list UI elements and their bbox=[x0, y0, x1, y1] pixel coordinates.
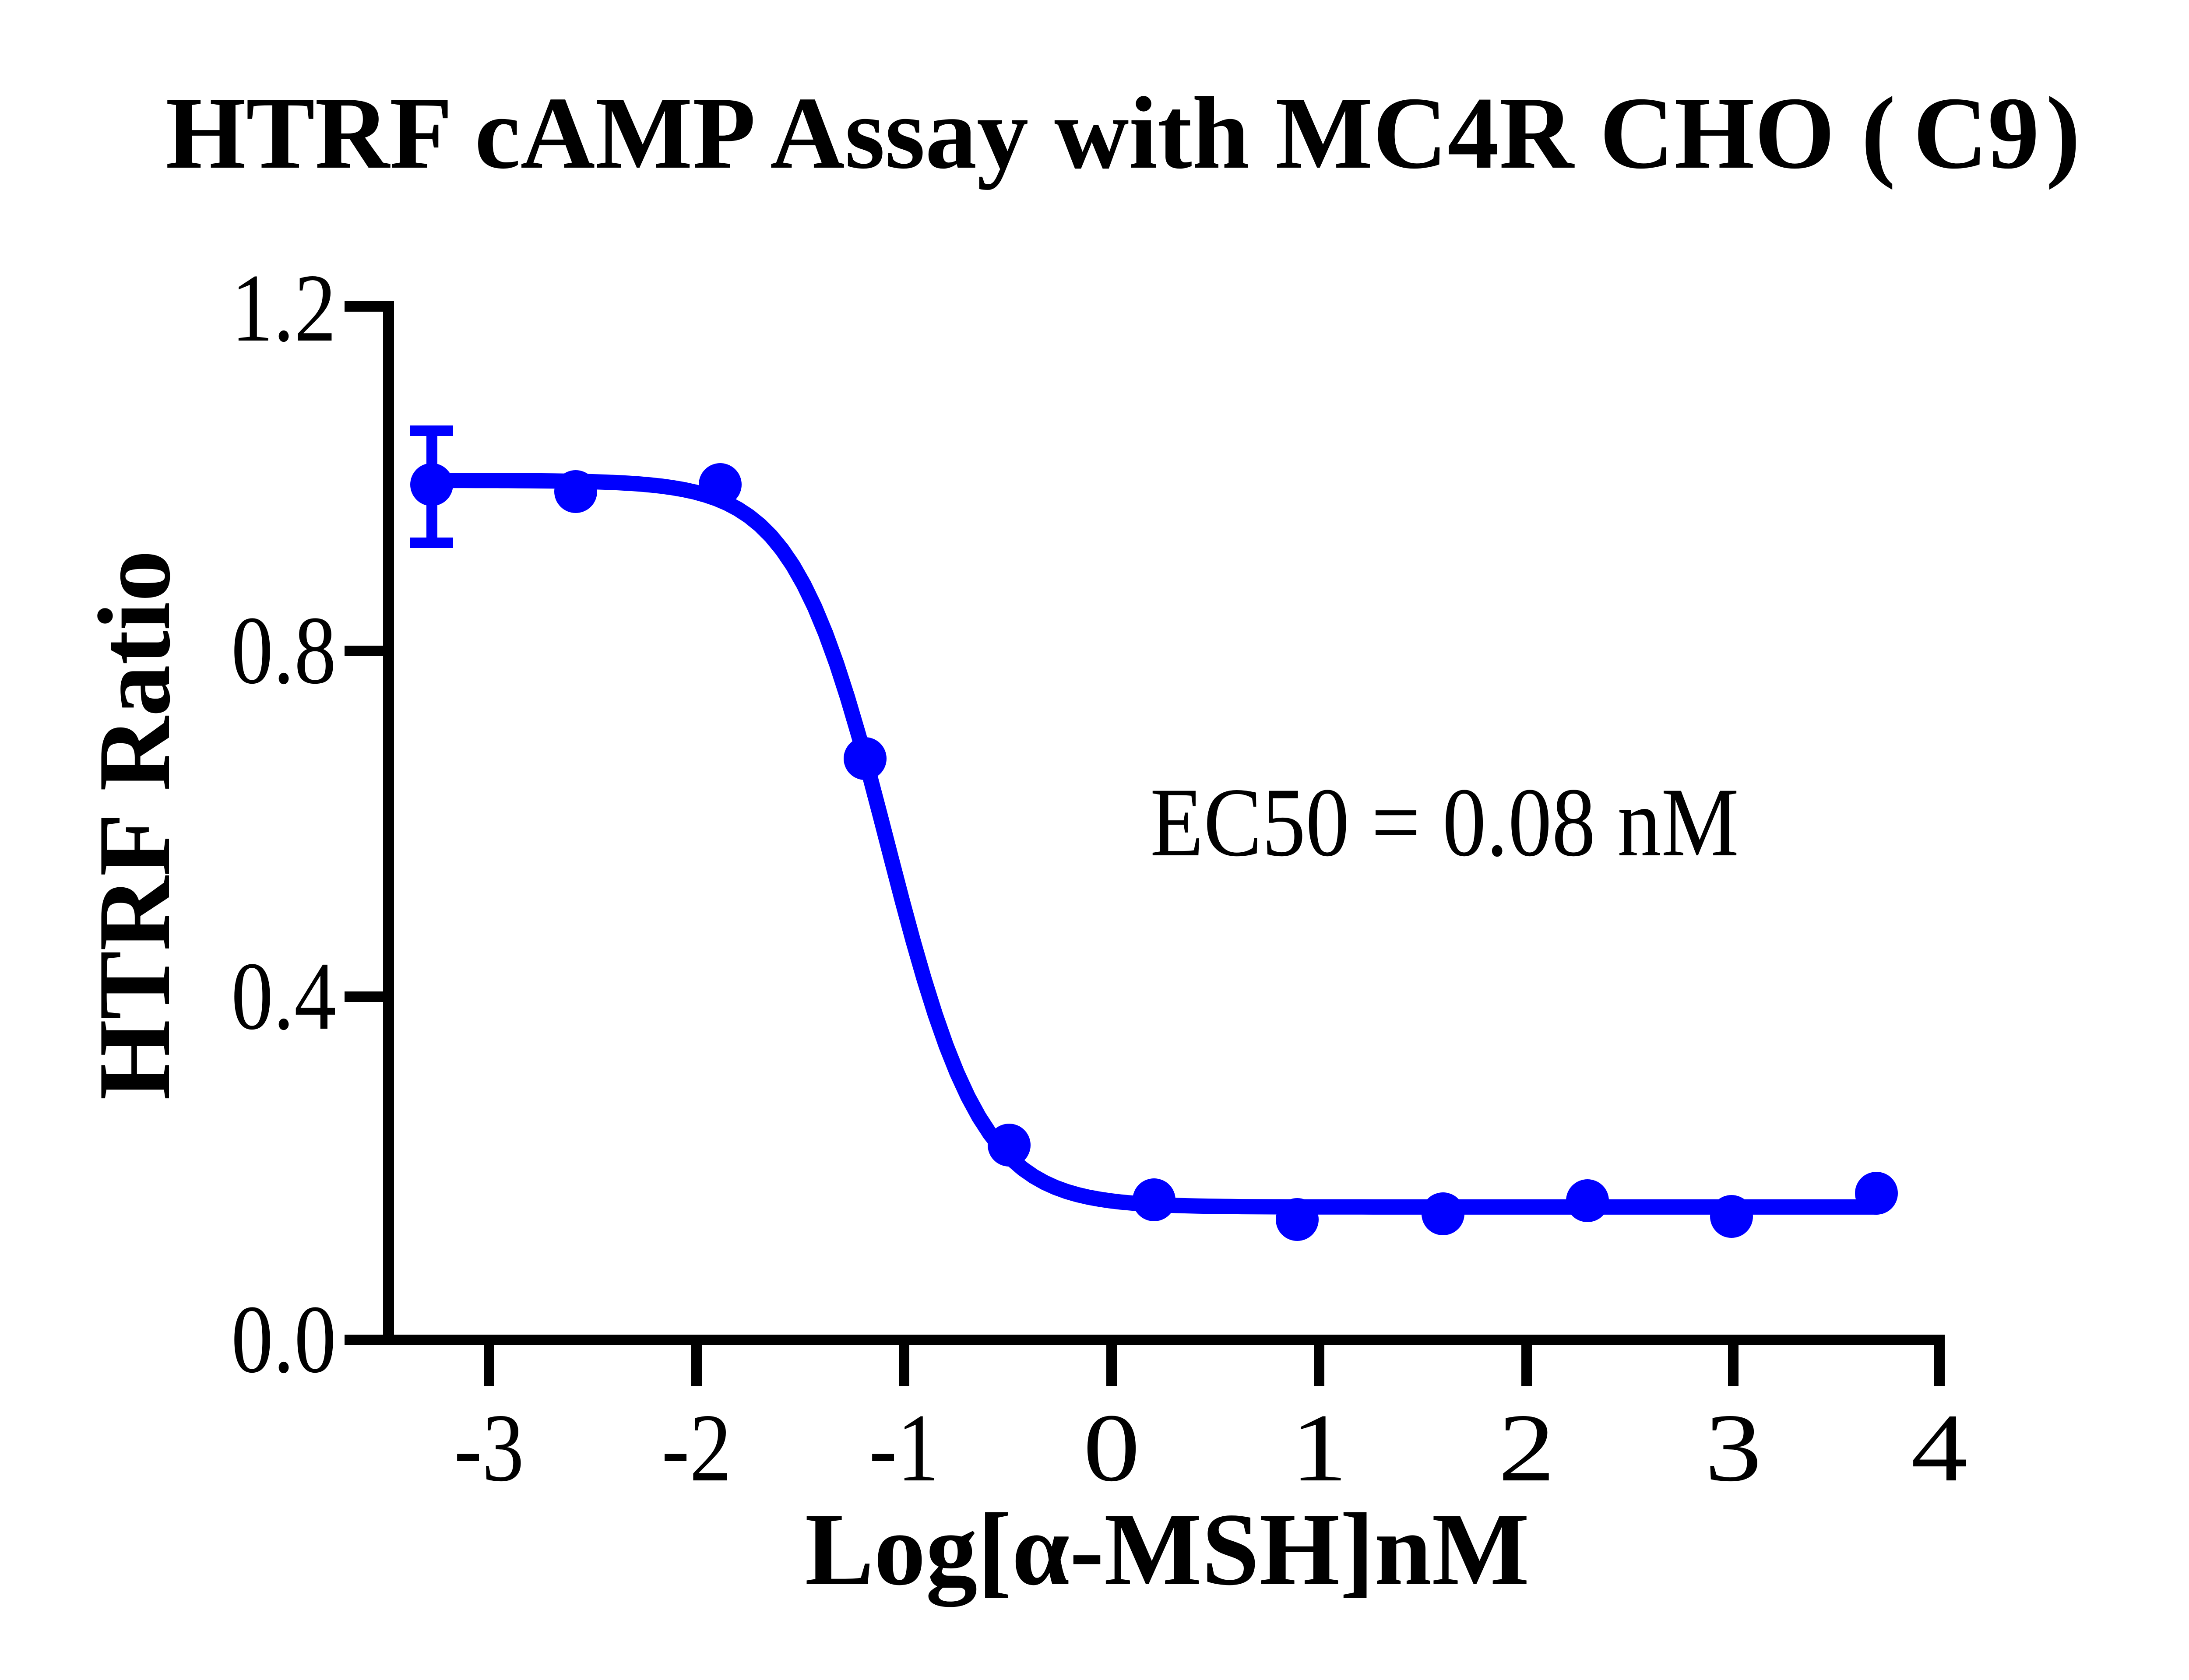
svg-text:Log[α-MSH]nM: Log[α-MSH]nM bbox=[805, 1492, 1530, 1607]
svg-text:HTRF cAMP Assay with MC4R CHO(: HTRF cAMP Assay with MC4R CHO(C9) bbox=[165, 76, 2080, 190]
svg-text:-1: -1 bbox=[869, 1394, 939, 1502]
svg-text:-2: -2 bbox=[662, 1394, 732, 1502]
svg-text:4: 4 bbox=[1911, 1394, 1968, 1502]
svg-text:0.8: 0.8 bbox=[231, 597, 336, 704]
svg-text:0: 0 bbox=[1083, 1394, 1140, 1502]
svg-text:-3: -3 bbox=[454, 1394, 524, 1502]
svg-text:0.0: 0.0 bbox=[231, 1286, 336, 1393]
svg-text:0.4: 0.4 bbox=[231, 942, 336, 1050]
svg-text:HTRF Ratio: HTRF Ratio bbox=[77, 550, 192, 1100]
svg-text:3: 3 bbox=[1705, 1394, 1762, 1502]
svg-text:1.2: 1.2 bbox=[231, 254, 336, 362]
svg-text:EC50 = 0.08 nM: EC50 = 0.08 nM bbox=[1150, 767, 1739, 877]
svg-text:1: 1 bbox=[1291, 1394, 1348, 1502]
svg-text:2: 2 bbox=[1498, 1394, 1555, 1502]
